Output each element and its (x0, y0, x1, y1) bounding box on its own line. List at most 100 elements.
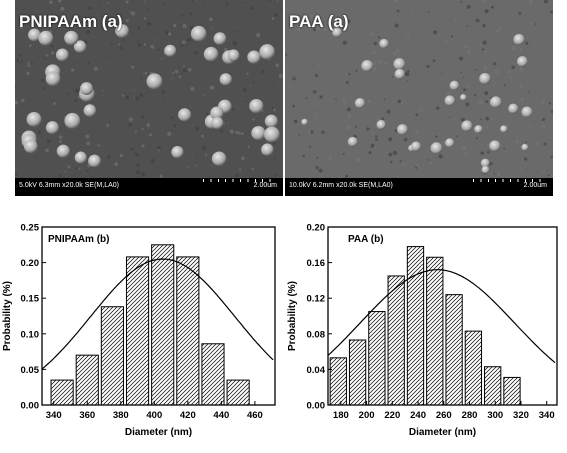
sem-grain (256, 33, 261, 38)
histogram-bar (125, 256, 150, 406)
sem-particle (73, 40, 87, 53)
sem-grain (342, 40, 347, 45)
sem-particle (171, 146, 184, 159)
sem-info-bar: 10.0kV 6.2mm x20.0k SE(M,LA0) 2.00um (285, 178, 553, 196)
sem-grain (394, 23, 399, 28)
sem-grain (356, 157, 361, 162)
sem-particle (396, 124, 408, 136)
sem-particle (45, 71, 61, 86)
sem-particle (203, 46, 219, 62)
sem-grain (117, 43, 121, 46)
histogram-bar (226, 379, 250, 406)
sem-grain (182, 24, 187, 29)
sem-grain (355, 125, 358, 128)
sem-grain (16, 58, 20, 63)
sem-grain (170, 116, 174, 120)
sem-grain (128, 117, 134, 122)
sem-grain (190, 154, 193, 157)
sem-grain (406, 69, 410, 73)
sem-particle (481, 165, 490, 174)
sem-grain (483, 16, 485, 18)
sem-grain (449, 158, 452, 162)
sem-grain (141, 115, 145, 119)
sem-grain (426, 63, 429, 66)
y-tick-label: 0.15 (21, 294, 40, 305)
sem-grain (115, 14, 119, 18)
sem-grain (542, 170, 546, 174)
sem-grain (247, 145, 251, 148)
sem-grain (26, 71, 30, 76)
sem-grain (503, 84, 506, 87)
sem-grain (125, 18, 129, 22)
sem-grain (346, 19, 351, 24)
sem-grain (180, 24, 182, 27)
sem-grain (401, 102, 404, 105)
sem-grain (130, 11, 136, 16)
sem-grain (360, 84, 363, 87)
sem-grain (388, 137, 393, 142)
histogram-pnipaam-svg: 0.00 0.05 0.10 0.15 0.20 0.25 340 360 380 400 420 4… (2, 223, 276, 438)
sem-grain (93, 66, 98, 71)
sem-particle (211, 116, 224, 130)
sem-grain (137, 26, 141, 30)
sem-grain (441, 140, 446, 145)
sem-grain (143, 43, 147, 46)
sem-grain (450, 35, 453, 38)
sem-particle (74, 151, 87, 164)
sem-grain (523, 157, 528, 161)
sem-grain (273, 108, 276, 112)
sem-grain (429, 157, 432, 160)
sem-grain (426, 55, 430, 58)
sem-grain (181, 40, 186, 45)
sem-grain (34, 18, 37, 21)
sem-grain (481, 140, 484, 142)
sem-info-bar: 5.0kV 6.3mm x20.0k SE(M,LA0) 2.00um (15, 178, 283, 196)
sem-grain (285, 8, 288, 11)
sem-grain (381, 117, 385, 120)
sem-grain (318, 2, 321, 5)
sem-grain (273, 158, 276, 161)
y-tick-label: 0.20 (21, 258, 40, 269)
sem-grain (172, 23, 177, 28)
sem-particle (64, 112, 81, 129)
sem-grain (484, 8, 489, 14)
sem-grain (34, 156, 37, 158)
sem-particle (264, 114, 278, 128)
x-axis-label: Diameter (nm) (409, 427, 476, 438)
sem-grain (231, 107, 235, 111)
x-tick-label: 300 (487, 410, 503, 421)
sem-grain (220, 129, 224, 133)
sem-grain (210, 27, 213, 30)
sem-grain (114, 162, 119, 166)
sem-grain (277, 81, 279, 83)
sem-particle (56, 144, 70, 158)
sem-grain (97, 144, 101, 147)
sem-grain (42, 87, 45, 90)
sem-grain (414, 130, 419, 135)
sem-grain (134, 152, 137, 156)
sem-grain (203, 94, 205, 97)
sem-grain (548, 102, 551, 105)
sem-grain (481, 0, 485, 3)
sem-grain (482, 113, 484, 115)
sem-grain (401, 99, 404, 102)
sem-grain (225, 3, 229, 6)
sem-grain (64, 170, 67, 173)
sem-grain (86, 141, 91, 146)
sem-grain (58, 135, 63, 139)
y-tick-label: 0.12 (307, 294, 326, 305)
sem-grain (271, 107, 274, 110)
sem-particle (23, 139, 38, 154)
sem-grain (143, 0, 146, 3)
sem-grain (271, 90, 273, 93)
sem-grain (489, 162, 493, 166)
y-tick-label: 0.04 (307, 365, 326, 376)
sem-grain (236, 30, 239, 33)
sem-grain (150, 158, 155, 164)
distribution-fit-curve (327, 269, 556, 364)
sem-particle (190, 25, 207, 42)
sem-grain (164, 30, 169, 35)
histogram-pnipaam: 0.00 0.05 0.10 0.15 0.20 0.25 340 360 380 400 420 4… (0, 208, 283, 453)
sem-grain (390, 91, 393, 94)
sem-grain (491, 117, 494, 120)
